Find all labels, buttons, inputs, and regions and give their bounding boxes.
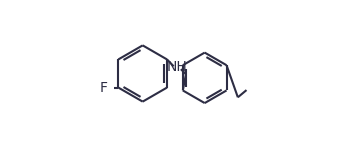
- Text: NH: NH: [167, 60, 188, 74]
- Text: F: F: [99, 81, 108, 95]
